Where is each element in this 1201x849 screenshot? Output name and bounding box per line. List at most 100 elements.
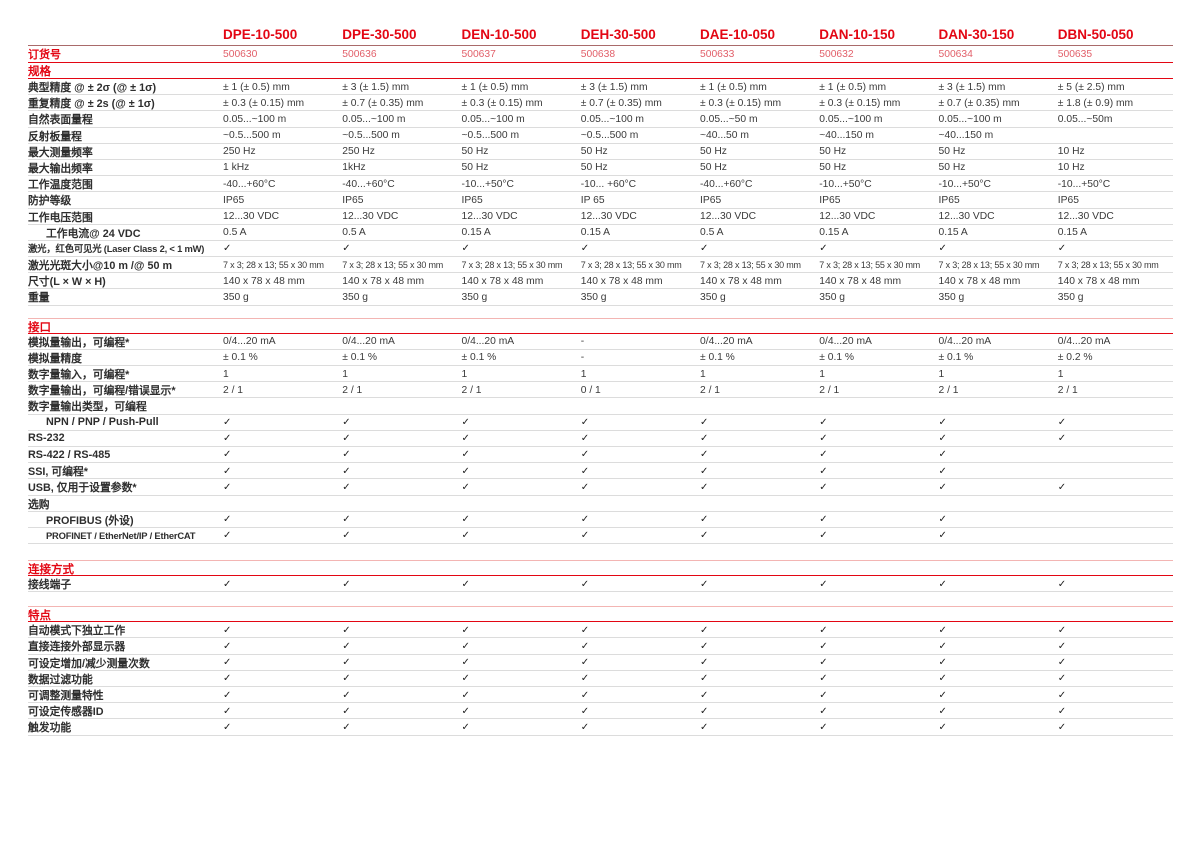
table-row: 尺寸(L × W × H) 140 x 78 x 48 mm 140 x 78 x …	[28, 273, 1173, 290]
cell-value: ± 1 (± 0.5) mm	[223, 81, 290, 93]
table-row: 模拟量精度 ± 0.1 % ± 0.1 % ± 0.1 % - ± 0.1 % ± 0.1 …	[28, 350, 1173, 366]
cell-value: 12...30 VDC	[819, 211, 876, 222]
check-mark: ✓	[342, 529, 351, 541]
row-label: RS-232	[28, 432, 65, 445]
check-mark: ✓	[1057, 640, 1067, 652]
check-mark: ✓	[223, 529, 232, 541]
row-label: 可调整测量特性	[28, 690, 104, 702]
table-row: 工作电流@ 24 VDC 0.5 A 0.5 A 0.15 A 0.15 A 0.5 A 0…	[28, 225, 1173, 241]
cell-value: 50 Hz	[461, 146, 489, 158]
cell-value: 250 Hz	[223, 146, 256, 158]
cell-value: 140 x 78 x 48 mm	[938, 275, 1021, 287]
table-row: 防护等级 IP65 IP65 IP65 IP 65 IP65 IP65 IP65 IP65	[28, 192, 1173, 209]
section-title-row: 规格	[28, 63, 1173, 79]
check-mark: ✓	[461, 242, 470, 254]
check-mark: ✓	[580, 449, 590, 461]
check-mark: ✓	[819, 449, 828, 461]
cell-value: 140 x 78 x 48 mm	[819, 275, 902, 287]
table-row: 工作温度范围 -40...+60°C -40...+60°C -10...+50°C -…	[28, 176, 1173, 193]
check-mark: ✓	[461, 721, 470, 733]
cell-value: IP65	[819, 194, 841, 206]
row-label: 激光光斑大小@10 m /@ 50 m	[28, 260, 173, 273]
check-mark: ✓	[580, 640, 590, 652]
check-mark: ✓	[819, 529, 828, 541]
table-row: 自动模式下独立工作 ✓ ✓ ✓ ✓ ✓ ✓ ✓ ✓	[28, 622, 1173, 639]
check-mark: ✓	[342, 481, 351, 493]
check-mark: ✓	[819, 721, 828, 733]
cell-value: ± 0.3 (± 0.15) mm	[461, 97, 543, 109]
order-number: 500632	[819, 48, 854, 60]
check-mark: ✓	[819, 514, 828, 526]
cell-value: 140 x 78 x 48 mm	[700, 275, 782, 287]
cell-value: 2 / 1	[938, 384, 959, 396]
table-row: 工作电压范围 12...30 VDC 12...30 VDC 12...30 VDC 1…	[28, 209, 1173, 225]
check-mark: ✓	[580, 529, 590, 541]
cell-value: 7 x 3; 28 x 13; 55 x 30 mm	[342, 260, 444, 271]
cell-value: 0.15 A	[461, 227, 491, 239]
section-title: 特点	[28, 610, 51, 623]
cell-value: 350 g	[580, 291, 607, 303]
check-mark: ✓	[819, 705, 828, 717]
row-label: 数字量输出类型，可编程	[28, 401, 147, 414]
cell-value: -10...+50°C	[819, 178, 872, 190]
cell-value: 0.05...~100 m	[938, 113, 1002, 125]
cell-value: 0.05...~100 m	[223, 113, 287, 125]
cell-value: -10... +60°C	[580, 178, 637, 190]
cell-value: IP65	[342, 194, 364, 206]
check-mark: ✓	[1057, 242, 1067, 254]
cell-value: 50 Hz	[938, 146, 966, 158]
check-mark: ✓	[461, 689, 470, 701]
cell-value: 12...30 VDC	[461, 211, 518, 222]
check-mark: ✓	[342, 514, 351, 526]
cell-value: 0.15 A	[938, 227, 968, 239]
order-number: 500638	[580, 48, 616, 60]
check-mark: ✓	[700, 432, 709, 444]
cell-value: 140 x 78 x 48 mm	[1057, 275, 1140, 287]
table-row: 数据过滤功能 ✓ ✓ ✓ ✓ ✓ ✓ ✓ ✓	[28, 671, 1173, 687]
cell-value: 0/4...20 mA	[1057, 336, 1111, 348]
table-row: RS-422 / RS-485 ✓ ✓ ✓ ✓ ✓ ✓ ✓	[28, 447, 1173, 464]
check-mark: ✓	[342, 432, 351, 444]
check-mark: ✓	[700, 481, 709, 493]
table-row: 选购	[28, 496, 1173, 512]
cell-value: 12...30 VDC	[938, 211, 995, 222]
check-mark: ✓	[580, 242, 590, 254]
table-row: 数字量输入，可编程* 1 1 1 1 1 1 1 1	[28, 366, 1173, 383]
cell-value: 0/4...20 mA	[223, 336, 276, 348]
check-mark: ✓	[223, 242, 232, 254]
order-number: 500633	[700, 48, 735, 60]
check-mark: ✓	[342, 705, 351, 717]
row-label: 可设定增加/减少测量次数	[28, 657, 150, 670]
table-row: 可设定增加/减少测量次数 ✓ ✓ ✓ ✓ ✓ ✓ ✓ ✓	[28, 655, 1173, 671]
row-label: 自然表面量程	[28, 114, 93, 127]
cell-value: 350 g	[938, 291, 965, 303]
cell-value: 50 Hz	[700, 162, 727, 174]
check-mark: ✓	[580, 705, 590, 717]
cell-value: 2 / 1	[1057, 384, 1078, 396]
product-name: DPE-10-500	[223, 27, 298, 42]
check-mark: ✓	[461, 481, 470, 493]
cell-value: 50 Hz	[819, 162, 847, 174]
check-mark: ✓	[461, 673, 470, 685]
check-mark: ✓	[1057, 657, 1067, 669]
check-mark: ✓	[700, 705, 709, 717]
cell-value: ± 0.7 (± 0.35) mm	[938, 97, 1020, 109]
row-label: 可设定传感器ID	[28, 706, 104, 719]
cell-value: 0.15 A	[819, 227, 849, 239]
check-mark: ✓	[223, 432, 232, 444]
table-row: 重复精度 @ ± 2s (@ ± 1σ) ± 0.3 (± 0.15) mm ± 0…	[28, 95, 1173, 112]
check-mark: ✓	[700, 578, 709, 590]
cell-value: 0.05...~50m	[1057, 113, 1113, 125]
check-mark: ✓	[938, 721, 947, 733]
row-label: 接线端子	[28, 579, 72, 592]
check-mark: ✓	[342, 640, 351, 652]
check-mark: ✓	[700, 721, 709, 733]
check-mark: ✓	[461, 705, 470, 717]
table-row: 最大输出频率 1 kHz 1kHz 50 Hz 50 Hz 50 Hz 50 Hz 50 Hz…	[28, 160, 1173, 177]
row-label: 数字量输入，可编程*	[28, 369, 130, 381]
cell-value: -40...+60°C	[700, 178, 753, 190]
cell-value: 0.5 A	[223, 227, 247, 239]
cell-value: ± 0.1 %	[700, 352, 735, 364]
row-label: 模拟量输出，可编程*	[28, 336, 130, 349]
